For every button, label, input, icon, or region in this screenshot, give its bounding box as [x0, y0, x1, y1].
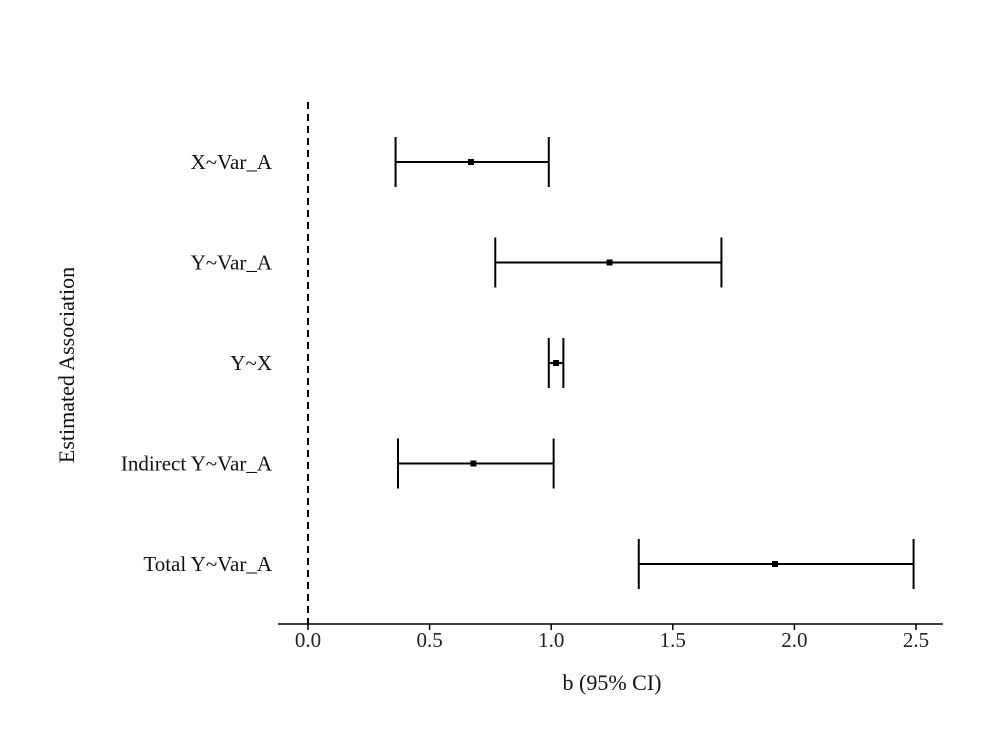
point-estimate: [606, 259, 613, 266]
x-axis-ticks: 0.0 0.5 1.0 1.5 2.0 2.5: [295, 624, 929, 652]
interval-row: [494, 237, 723, 288]
category-label: Indirect Y~Var_A: [121, 452, 273, 476]
point-estimate: [771, 561, 778, 567]
category-label: Total Y~Var_A: [143, 552, 273, 576]
x-tick-label: 0.0: [295, 628, 321, 652]
interval-row: [637, 539, 915, 589]
category-label: Y~X: [230, 351, 272, 375]
x-axis-title: b (95% CI): [563, 670, 662, 695]
y-axis-category-labels: X~Var_A Y~Var_A Y~X Indirect Y~Var_A Total Y…: [121, 150, 273, 576]
category-label: Y~Var_A: [191, 251, 273, 275]
x-tick-label: 2.0: [781, 628, 807, 652]
x-tick-label: 1.5: [660, 628, 686, 652]
interval-row: [394, 137, 550, 187]
x-tick-label: 0.5: [416, 628, 442, 652]
x-tick-label: 1.0: [538, 628, 564, 652]
point-estimate: [553, 360, 560, 366]
x-tick-label: 2.5: [903, 628, 929, 652]
category-label: X~Var_A: [191, 150, 273, 174]
point-estimate: [467, 159, 474, 165]
confidence-intervals: [394, 137, 915, 589]
interval-row: [547, 338, 565, 388]
point-estimate: [470, 460, 477, 467]
interval-row: [396, 438, 555, 489]
y-axis-title: Estimated Association: [54, 267, 79, 463]
